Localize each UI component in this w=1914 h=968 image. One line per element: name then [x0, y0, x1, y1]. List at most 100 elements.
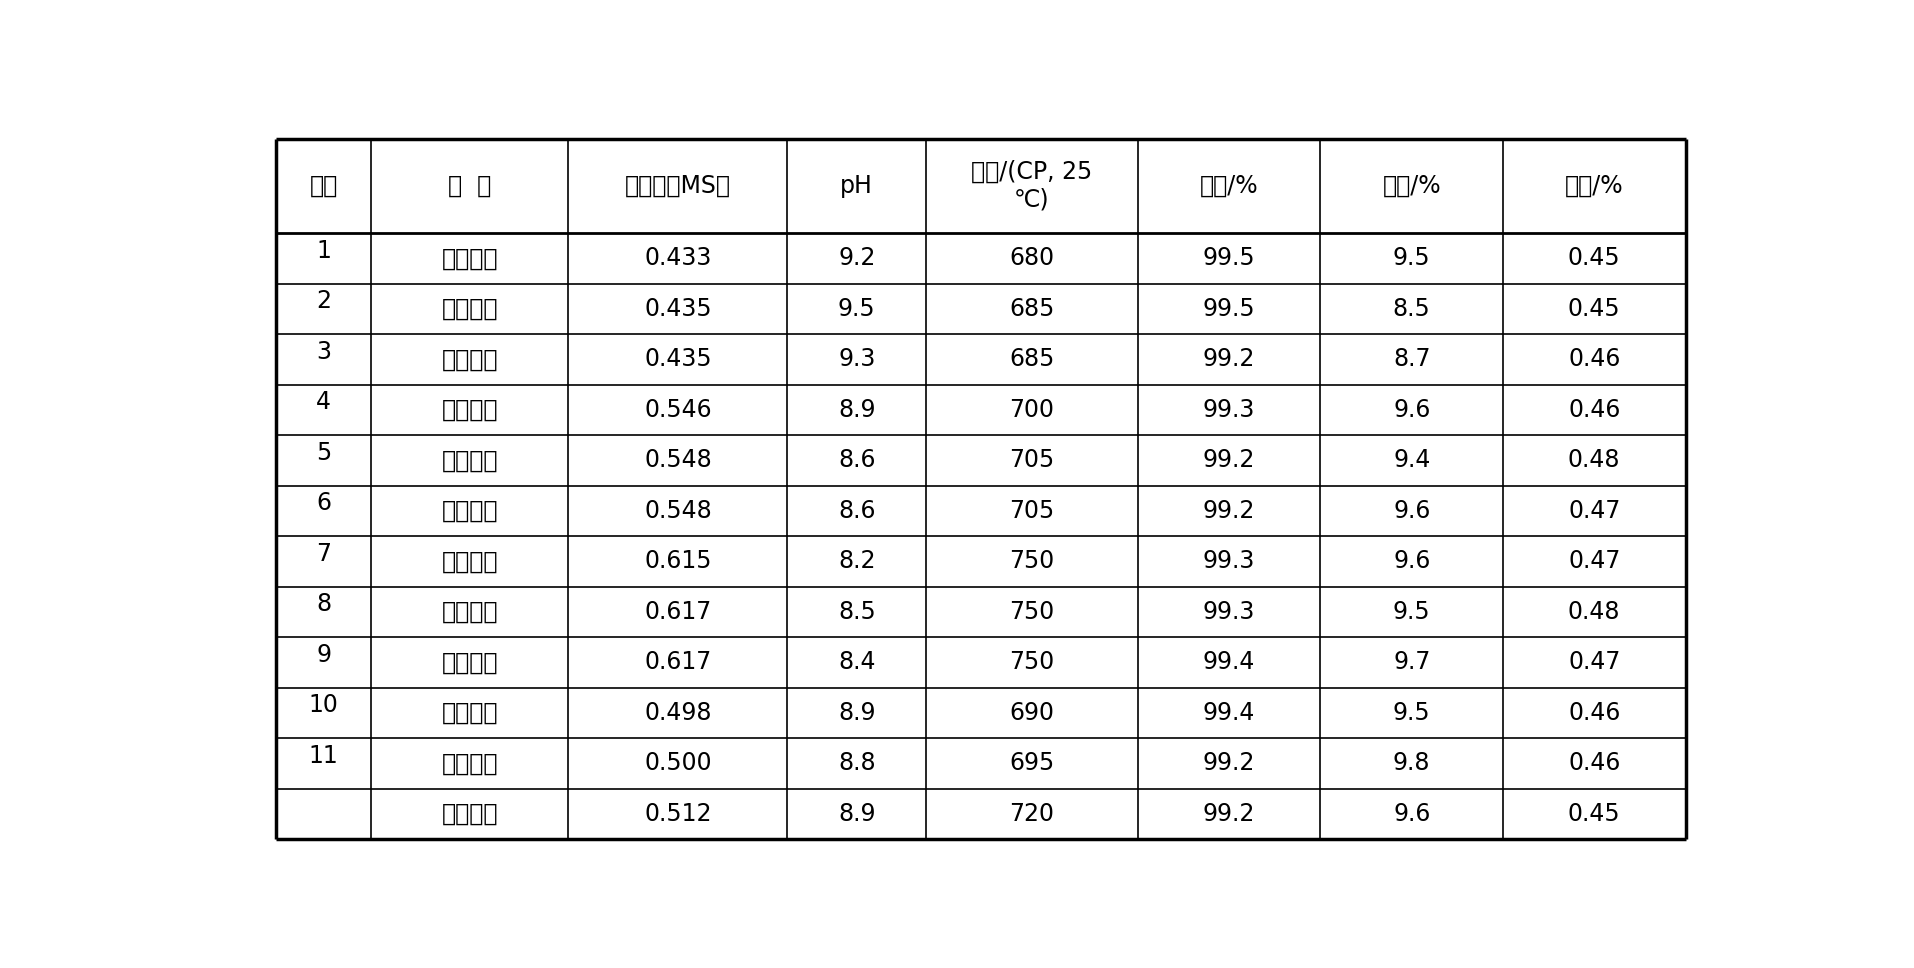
Text: 685: 685	[1009, 348, 1055, 372]
Text: 750: 750	[1009, 600, 1055, 624]
Text: 0.47: 0.47	[1568, 550, 1621, 573]
Text: 0.433: 0.433	[645, 247, 712, 270]
Text: 8.5: 8.5	[1393, 297, 1430, 320]
Text: 水分/%: 水分/%	[1382, 174, 1441, 197]
Text: 750: 750	[1009, 550, 1055, 573]
Text: 取代度（MS）: 取代度（MS）	[624, 174, 731, 197]
Text: pH: pH	[840, 174, 873, 197]
Text: 白色粉末: 白色粉末	[442, 751, 498, 775]
Text: 700: 700	[1009, 398, 1055, 422]
Text: 编号: 编号	[310, 174, 339, 197]
Text: 细度/%: 细度/%	[1200, 174, 1259, 197]
Text: 0.46: 0.46	[1568, 398, 1621, 422]
Text: 白色粉末: 白色粉末	[442, 247, 498, 270]
Text: 0.45: 0.45	[1568, 247, 1621, 270]
Text: 3: 3	[316, 340, 331, 364]
Text: 9.6: 9.6	[1393, 398, 1430, 422]
Text: 9.3: 9.3	[838, 348, 875, 372]
Text: 白色粉末: 白色粉末	[442, 398, 498, 422]
Text: 99.5: 99.5	[1202, 297, 1256, 320]
Text: 0.498: 0.498	[645, 701, 712, 725]
Text: 0.46: 0.46	[1568, 751, 1621, 775]
Text: 白色粉末: 白色粉末	[442, 600, 498, 624]
Text: 白色粉末: 白色粉末	[442, 297, 498, 320]
Text: 0.617: 0.617	[645, 600, 712, 624]
Text: 10: 10	[308, 693, 339, 717]
Text: 0.617: 0.617	[645, 650, 712, 675]
Text: 99.2: 99.2	[1204, 751, 1256, 775]
Text: 0.47: 0.47	[1568, 499, 1621, 523]
Text: 9.5: 9.5	[1393, 701, 1430, 725]
Text: 白色粉末: 白色粉末	[442, 448, 498, 472]
Text: 8: 8	[316, 592, 331, 617]
Text: 0.46: 0.46	[1568, 348, 1621, 372]
Text: 9.5: 9.5	[1393, 600, 1430, 624]
Text: 750: 750	[1009, 650, 1055, 675]
Text: 0.548: 0.548	[643, 448, 712, 472]
Text: 9.4: 9.4	[1393, 448, 1430, 472]
Text: 680: 680	[1009, 247, 1055, 270]
Text: 9.5: 9.5	[1393, 247, 1430, 270]
Text: 99.2: 99.2	[1204, 448, 1256, 472]
Text: 99.3: 99.3	[1204, 398, 1256, 422]
Text: 0.615: 0.615	[645, 550, 712, 573]
Text: 690: 690	[1009, 701, 1055, 725]
Text: 9.5: 9.5	[838, 297, 875, 320]
Text: 白色粉末: 白色粉末	[442, 650, 498, 675]
Text: 2: 2	[316, 289, 331, 314]
Text: 0.435: 0.435	[645, 348, 712, 372]
Text: 6: 6	[316, 492, 331, 515]
Text: 9.2: 9.2	[838, 247, 875, 270]
Text: 8.6: 8.6	[838, 448, 875, 472]
Text: 0.45: 0.45	[1568, 802, 1621, 826]
Text: 9.6: 9.6	[1393, 550, 1430, 573]
Text: 0.512: 0.512	[645, 802, 712, 826]
Text: 705: 705	[1009, 499, 1055, 523]
Text: 9.8: 9.8	[1393, 751, 1430, 775]
Text: 白色粉末: 白色粉末	[442, 348, 498, 372]
Text: 9.6: 9.6	[1393, 802, 1430, 826]
Text: 白色粉末: 白色粉末	[442, 550, 498, 573]
Text: 0.45: 0.45	[1568, 297, 1621, 320]
Text: 7: 7	[316, 542, 331, 566]
Text: 0.546: 0.546	[645, 398, 712, 422]
Text: 0.548: 0.548	[643, 499, 712, 523]
Text: 白色粉末: 白色粉末	[442, 499, 498, 523]
Text: 99.2: 99.2	[1204, 348, 1256, 372]
Text: 9.6: 9.6	[1393, 499, 1430, 523]
Text: 0.48: 0.48	[1568, 600, 1621, 624]
Text: 99.5: 99.5	[1202, 247, 1256, 270]
Text: 99.3: 99.3	[1204, 550, 1256, 573]
Text: 粘度/(CP, 25
℃): 粘度/(CP, 25 ℃)	[972, 160, 1093, 212]
Text: 99.4: 99.4	[1204, 650, 1256, 675]
Text: 8.7: 8.7	[1393, 348, 1430, 372]
Text: 8.4: 8.4	[838, 650, 875, 675]
Text: 灰分/%: 灰分/%	[1566, 174, 1623, 197]
Text: 8.2: 8.2	[838, 550, 875, 573]
Text: 外  观: 外 观	[448, 174, 492, 197]
Text: 9: 9	[316, 643, 331, 667]
Text: 99.2: 99.2	[1204, 499, 1256, 523]
Text: 8.8: 8.8	[838, 751, 875, 775]
Text: 8.6: 8.6	[838, 499, 875, 523]
Text: 0.47: 0.47	[1568, 650, 1621, 675]
Text: 8.9: 8.9	[838, 398, 875, 422]
Text: 695: 695	[1009, 751, 1055, 775]
Text: 99.4: 99.4	[1204, 701, 1256, 725]
Text: 8.5: 8.5	[838, 600, 877, 624]
Text: 0.435: 0.435	[645, 297, 712, 320]
Text: 4: 4	[316, 390, 331, 414]
Text: 685: 685	[1009, 297, 1055, 320]
Text: 5: 5	[316, 440, 331, 465]
Text: 720: 720	[1009, 802, 1055, 826]
Text: 11: 11	[308, 743, 339, 768]
Text: 白色粉末: 白色粉末	[442, 802, 498, 826]
Text: 99.2: 99.2	[1204, 802, 1256, 826]
Text: 0.48: 0.48	[1568, 448, 1621, 472]
Text: 1: 1	[316, 239, 331, 262]
Text: 8.9: 8.9	[838, 802, 875, 826]
Text: 0.500: 0.500	[645, 751, 712, 775]
Text: 白色粉末: 白色粉末	[442, 701, 498, 725]
Text: 705: 705	[1009, 448, 1055, 472]
Text: 8.9: 8.9	[838, 701, 875, 725]
